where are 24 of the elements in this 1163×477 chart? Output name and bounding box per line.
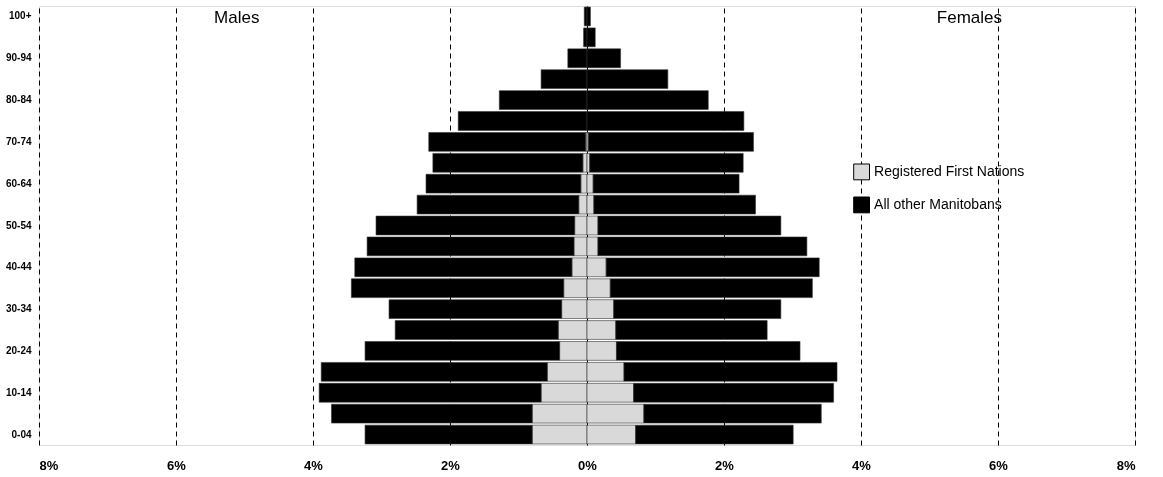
y-tick-label: 10-14 — [5, 386, 32, 398]
y-tick-label: 70-74 — [5, 135, 32, 147]
y-tick-label: 60-64 — [5, 177, 32, 189]
annotation: Males — [214, 8, 260, 27]
x-tick-label: 8% — [39, 457, 59, 473]
x-tick-label: 6% — [167, 457, 187, 473]
annotation: Females — [936, 8, 1002, 27]
x-tick-label: 8% — [1116, 457, 1136, 473]
y-tick-label: 50-54 — [5, 219, 32, 231]
x-tick-label: 6% — [989, 457, 1009, 473]
y-tick-label: 90-94 — [5, 52, 32, 64]
x-tick-label: 2% — [441, 457, 461, 473]
x-tick-label: 0% — [578, 457, 598, 473]
legend-label: Registered First Nations — [874, 162, 1025, 179]
legend-label: All other Manitobans — [874, 195, 1002, 212]
y-tick-label: 30-34 — [5, 303, 32, 315]
x-tick-label: 2% — [715, 457, 735, 473]
y-tick-label: 80-84 — [5, 94, 32, 106]
y-tick-label: 100+ — [8, 10, 32, 22]
y-tick-label: 20-24 — [5, 344, 32, 356]
y-tick-label: 0-04 — [11, 428, 32, 440]
x-tick-label: 4% — [852, 457, 872, 473]
y-tick-label: 40-44 — [5, 261, 32, 273]
x-tick-label: 4% — [304, 457, 324, 473]
